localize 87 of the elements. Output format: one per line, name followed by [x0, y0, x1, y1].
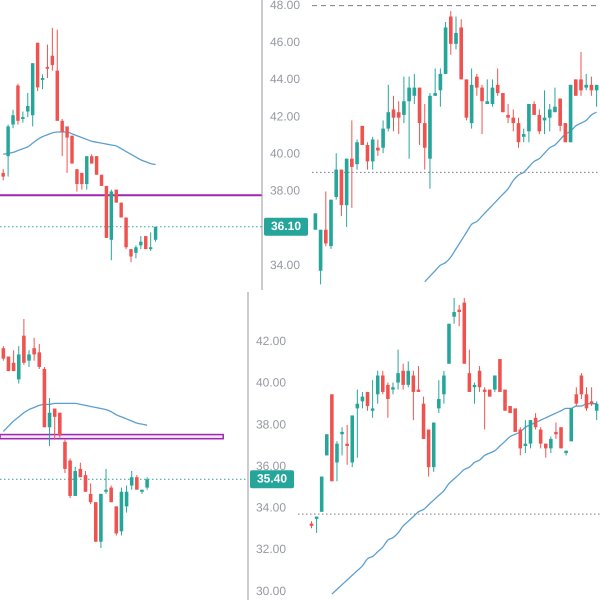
- candlestick: [452, 297, 456, 324]
- candlestick: [542, 90, 546, 135]
- candlestick: [524, 420, 528, 454]
- y-tick-label: 40.00: [270, 146, 300, 160]
- ref-line-label: 36.10: [270, 218, 302, 233]
- candlestick: [438, 68, 442, 108]
- candlestick: [594, 400, 598, 421]
- candlestick: [21, 111, 25, 124]
- candlestick: [538, 426, 542, 449]
- y-tick-label: 30.00: [256, 584, 286, 598]
- candlestick: [522, 128, 526, 143]
- candlestick: [314, 516, 318, 534]
- y-tick-label: 32.00: [256, 542, 286, 556]
- candlestick: [559, 426, 563, 449]
- y-tick-label: 38.00: [270, 184, 300, 198]
- candlestick: [100, 174, 104, 186]
- candlestick: [534, 412, 538, 430]
- candlestick: [324, 190, 328, 247]
- candlestick: [366, 391, 370, 412]
- candlestick: [433, 68, 437, 96]
- line-series: [2, 402, 148, 432]
- candlestick: [501, 92, 505, 113]
- candlestick: [50, 27, 54, 72]
- candlestick: [493, 374, 497, 392]
- candlestick: [574, 386, 578, 407]
- candlestick: [496, 68, 500, 96]
- candlestick: [468, 349, 472, 392]
- candlestick: [406, 360, 410, 388]
- candlestick: [532, 100, 536, 116]
- candlestick: [528, 420, 532, 449]
- candlestick: [442, 370, 446, 404]
- candlestick: [139, 236, 143, 250]
- candlestick: [135, 474, 139, 490]
- candlestick: [335, 440, 339, 482]
- candlestick: [386, 84, 390, 132]
- candlestick: [402, 76, 406, 124]
- candlestick: [549, 436, 553, 454]
- candlestick: [381, 120, 385, 154]
- candlestick: [516, 117, 520, 148]
- candlestick: [345, 424, 349, 466]
- candlestick: [144, 236, 148, 250]
- candlestick: [454, 16, 458, 50]
- ref-line-label: 35.40: [256, 471, 288, 486]
- candlestick: [148, 232, 152, 252]
- y-tick-label: 46.00: [270, 34, 300, 49]
- y-tick-label: 44.00: [270, 72, 300, 86]
- candlestick: [119, 202, 123, 218]
- candlestick: [370, 136, 374, 170]
- candlestick: [391, 382, 395, 395]
- candlestick: [27, 350, 31, 368]
- candlestick: [475, 73, 479, 96]
- y-tick-label: 34.00: [256, 500, 286, 515]
- y-tick-label: 42.00: [270, 109, 300, 124]
- candlestick: [511, 108, 516, 132]
- candlestick: [124, 485, 128, 514]
- y-tick-label: 40.00: [256, 376, 286, 390]
- candlestick: [544, 443, 548, 458]
- y-tick-label: 38.00: [256, 417, 286, 432]
- candlestick: [366, 142, 370, 170]
- candlestick: [134, 244, 138, 259]
- candlestick: [594, 84, 598, 108]
- candlestick: [478, 366, 482, 392]
- y-tick-label: 42.00: [256, 334, 286, 348]
- candlestick: [114, 189, 118, 204]
- y-tick-label: 36.00: [256, 458, 286, 473]
- candlestick: [396, 349, 400, 390]
- candlestick: [356, 389, 360, 458]
- candlestick: [376, 139, 380, 156]
- candlestick: [376, 370, 380, 404]
- y-tick-label: 48.00: [270, 0, 300, 12]
- y-tick-label: 34.00: [270, 258, 300, 272]
- candlestick: [538, 108, 542, 135]
- candlestick: [350, 120, 354, 208]
- candlestick: [40, 74, 44, 90]
- candlestick: [437, 380, 441, 414]
- candlestick: [324, 434, 329, 456]
- candlestick: [1, 168, 5, 181]
- candlestick: [580, 372, 584, 400]
- candlestick: [401, 363, 405, 390]
- candlestick: [355, 139, 359, 170]
- candlestick: [88, 482, 92, 505]
- candlestick: [360, 391, 364, 409]
- candlestick: [109, 485, 113, 503]
- candlestick: [590, 76, 594, 96]
- candlestick: [48, 398, 52, 446]
- candlestick: [480, 84, 484, 135]
- candlestick: [46, 44, 50, 79]
